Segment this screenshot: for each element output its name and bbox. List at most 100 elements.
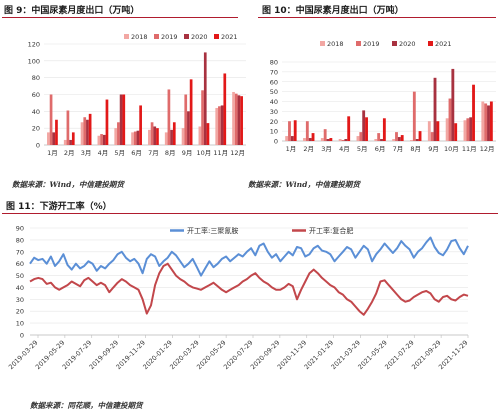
bar-2019-2月 bbox=[305, 121, 309, 141]
bar-2019-11月 bbox=[218, 106, 221, 145]
figure11-title: 图 11：下游开工率（%） bbox=[6, 202, 112, 212]
bar-2019-1月 bbox=[49, 94, 53, 145]
bar-2020-3月 bbox=[86, 119, 89, 145]
y-tick-label: 30 bbox=[270, 108, 278, 116]
bar-2019-6月 bbox=[377, 133, 381, 141]
legend-label-1: 开工率:复合肥 bbox=[309, 226, 353, 235]
bar-2021-9月 bbox=[436, 121, 440, 141]
x-category-label: 5月 bbox=[114, 149, 125, 157]
bar-2021-12月 bbox=[240, 96, 243, 145]
x-category-label: 2月 bbox=[303, 145, 314, 153]
bar-2020-4月 bbox=[344, 139, 348, 141]
figure9-title-rule bbox=[2, 17, 238, 18]
bar-2018-4月 bbox=[97, 135, 101, 145]
bar-2021-7月 bbox=[156, 128, 159, 145]
x-category-label: 12月 bbox=[230, 149, 245, 157]
bar-2018-11月 bbox=[463, 120, 467, 141]
y-tick-label: 40 bbox=[270, 98, 278, 106]
series-line-melamine bbox=[29, 236, 469, 277]
bar-2018-12月 bbox=[481, 101, 485, 141]
y-tick-label: 40 bbox=[32, 108, 40, 116]
bar-2020-8月 bbox=[415, 139, 419, 141]
legend-swatch-2020 bbox=[184, 34, 189, 39]
bar-2018-7月 bbox=[392, 139, 396, 141]
y-tick-label: 80 bbox=[16, 236, 24, 244]
bar-2018-8月 bbox=[410, 140, 413, 141]
x-category-label: 10月 bbox=[197, 149, 212, 157]
legend-label-2018: 2018 bbox=[327, 40, 344, 48]
figure9-source: 数据来源：Wind，中信建投期货 bbox=[12, 180, 124, 189]
x-category-label: 3月 bbox=[81, 149, 92, 157]
bar-2021-2月 bbox=[71, 132, 75, 145]
bar-2020-11月 bbox=[220, 105, 224, 145]
y-tick-label: 20 bbox=[270, 118, 278, 126]
bar-2020-2月 bbox=[308, 138, 312, 141]
bar-2019-4月 bbox=[100, 134, 103, 145]
bar-2019-10月 bbox=[448, 98, 452, 141]
legend-label-2019: 2019 bbox=[363, 40, 380, 48]
bar-2019-6月 bbox=[133, 131, 137, 145]
bar-2021-10月 bbox=[454, 123, 458, 141]
bar-2021-1月 bbox=[293, 120, 297, 141]
bar-2021-3月 bbox=[88, 113, 92, 145]
bar-2020-9月 bbox=[187, 111, 190, 145]
figure10-title: 图 10：中国尿素月度出口（万吨） bbox=[262, 6, 404, 16]
bar-2021-4月 bbox=[105, 99, 109, 145]
y-tick-label: 60 bbox=[270, 78, 278, 86]
bar-2021-10月 bbox=[206, 123, 210, 145]
legend-label-0: 开工率:三聚氰胺 bbox=[187, 226, 238, 235]
bar-2018-10月 bbox=[198, 126, 202, 145]
x-category-label: 12月 bbox=[480, 145, 495, 153]
y-tick-label: 70 bbox=[16, 248, 24, 256]
bar-2019-2月 bbox=[66, 110, 70, 145]
x-category-label: 2月 bbox=[64, 149, 75, 157]
figure10-title-rule bbox=[258, 17, 496, 18]
bar-2019-3月 bbox=[83, 117, 87, 145]
bar-2018-5月 bbox=[114, 128, 118, 145]
bar-2019-1月 bbox=[288, 121, 291, 141]
y-tick-label: 40 bbox=[16, 284, 24, 292]
figure11-title-rule bbox=[2, 213, 498, 214]
bar-2020-12月 bbox=[237, 95, 241, 145]
bar-2020-7月 bbox=[153, 126, 157, 145]
bar-2020-1月 bbox=[290, 136, 294, 141]
bar-2021-5月 bbox=[365, 117, 368, 141]
bar-2020-5月 bbox=[362, 110, 366, 141]
bar-2018-4月 bbox=[338, 139, 342, 141]
x-category-label: 9月 bbox=[428, 145, 439, 153]
bar-2020-1月 bbox=[52, 132, 56, 145]
x-category-label: 7月 bbox=[393, 145, 404, 153]
legend-label-2020: 2020 bbox=[191, 33, 208, 41]
bar-2020-12月 bbox=[487, 105, 490, 141]
y-tick-label: 0 bbox=[36, 142, 40, 150]
y-tick-label: 80 bbox=[270, 59, 278, 67]
bar-2020-6月 bbox=[380, 139, 383, 141]
bar-2021-12月 bbox=[489, 101, 493, 141]
bar-2021-2月 bbox=[311, 133, 315, 141]
bar-2021-4月 bbox=[347, 116, 351, 141]
x-category-label: 1月 bbox=[47, 149, 58, 157]
legend-swatch-2018 bbox=[124, 34, 129, 39]
y-tick-label: 0 bbox=[274, 138, 278, 146]
bar-2018-11月 bbox=[215, 107, 219, 145]
bar-2019-4月 bbox=[341, 140, 345, 141]
bar-2018-12月 bbox=[232, 91, 235, 145]
bar-2020-8月 bbox=[170, 129, 173, 145]
legend-label-2021: 2021 bbox=[435, 40, 452, 48]
figure9-title: 图 9：中国尿素月度出口（万吨） bbox=[4, 6, 140, 16]
bar-2021-9月 bbox=[189, 79, 193, 145]
bar-2020-7月 bbox=[397, 137, 401, 141]
legend-label-2018: 2018 bbox=[131, 33, 148, 41]
y-tick-label: 50 bbox=[16, 272, 24, 280]
legend-swatch-2019 bbox=[154, 34, 159, 39]
x-category-label: 3月 bbox=[321, 145, 332, 153]
y-tick-label: 90 bbox=[16, 225, 24, 233]
x-category-label: 11月 bbox=[462, 145, 477, 153]
figure9-bar-chart: 0 20 40 60 80 100 120 1月 2月 3月 4月 5月 6月 7月 8月 9月 10月 11月 1… bbox=[28, 33, 246, 157]
x-category-label: 5月 bbox=[357, 145, 368, 153]
y-tick-label: 0 bbox=[20, 332, 24, 340]
y-tick-label: 10 bbox=[16, 320, 24, 328]
y-tick-label: 10 bbox=[270, 128, 278, 136]
legend-label-2020: 2020 bbox=[399, 40, 416, 48]
bar-2018-9月 bbox=[181, 128, 185, 145]
